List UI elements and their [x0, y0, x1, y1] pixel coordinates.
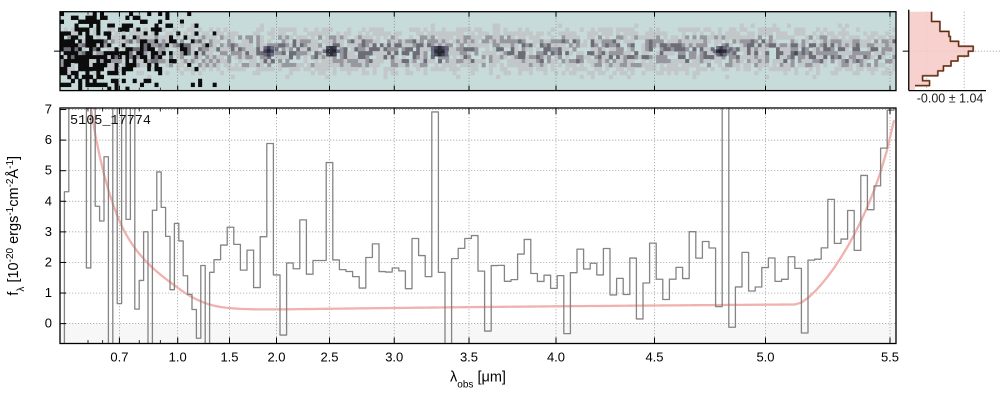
svg-text:-0.00 ± 1.04: -0.00 ± 1.04: [917, 92, 984, 106]
svg-text:5.0: 5.0: [756, 350, 774, 365]
svg-text:4.5: 4.5: [645, 350, 663, 365]
svg-text:5105_17774: 5105_17774: [70, 114, 151, 129]
svg-text:5: 5: [45, 163, 52, 178]
svg-text:4.0: 4.0: [547, 350, 565, 365]
svg-text:6: 6: [45, 132, 52, 147]
svg-text:1: 1: [45, 285, 52, 300]
svg-text:2.5: 2.5: [320, 350, 338, 365]
svg-text:7: 7: [45, 102, 52, 117]
svg-text:3.5: 3.5: [460, 350, 478, 365]
svg-text:0.7: 0.7: [110, 350, 128, 365]
svg-text:2: 2: [45, 254, 52, 269]
svg-text:3.0: 3.0: [385, 350, 403, 365]
svg-text:0: 0: [45, 316, 52, 331]
svg-text:5.5: 5.5: [881, 350, 899, 365]
svg-text:1.5: 1.5: [220, 350, 238, 365]
svg-text:4: 4: [45, 193, 52, 208]
svg-text:3: 3: [45, 224, 52, 239]
svg-text:1.0: 1.0: [169, 350, 187, 365]
svg-text:2.0: 2.0: [267, 350, 285, 365]
